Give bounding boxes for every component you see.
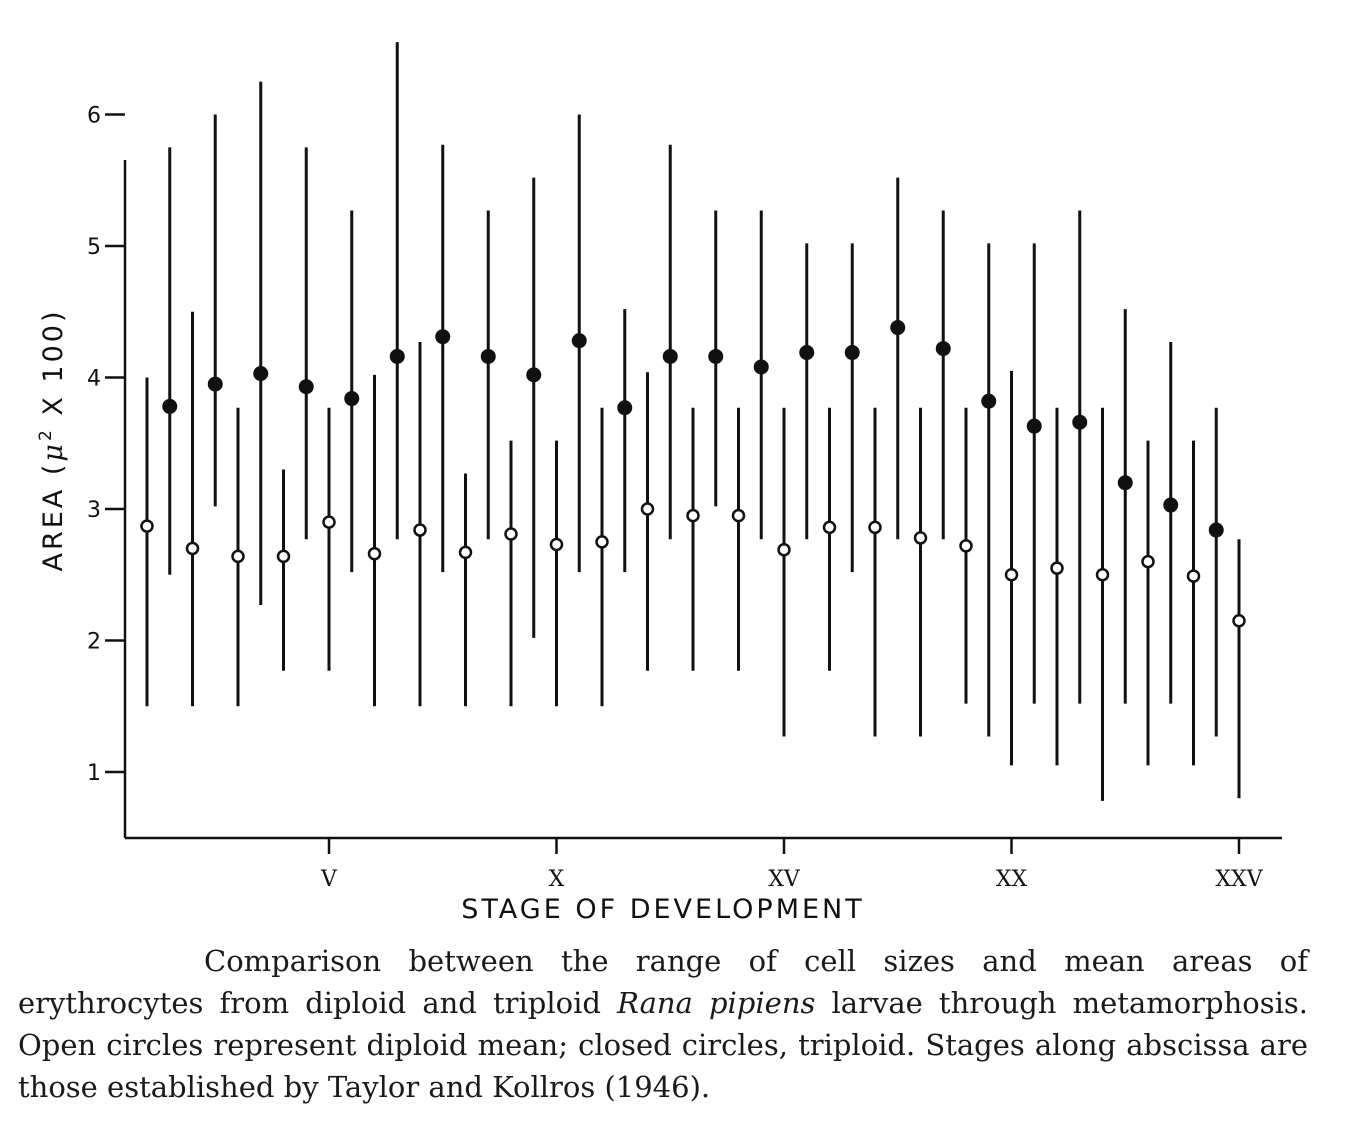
x-tick-label: XV — [768, 867, 801, 892]
diploid-mean-point — [822, 520, 837, 535]
range-bars — [145, 42, 1241, 801]
triploid-mean-point — [1117, 475, 1133, 491]
diploid-mean-point — [458, 545, 473, 560]
diploid-mean-point — [367, 546, 382, 561]
mean-points — [140, 320, 1246, 628]
diploid-mean-point — [1050, 561, 1064, 575]
triploid-mean-point — [1026, 418, 1042, 434]
x-axis-ticks: V X XV XX XXV — [320, 838, 1264, 892]
diploid-mean-point — [1141, 554, 1155, 569]
diploid-mean-point — [504, 527, 518, 541]
triploid-mean-point — [162, 398, 178, 414]
diploid-mean-point — [1186, 569, 1201, 583]
triploid-mean-point — [890, 320, 906, 336]
y-axis-title-mu: μ — [38, 441, 69, 462]
diploid-mean-point — [595, 535, 609, 549]
y-axis-title-prefix: AREA ( — [38, 462, 69, 572]
figure-caption: Comparison between the range of cell siz… — [18, 940, 1308, 1108]
triploid-mean-point — [799, 345, 815, 361]
y-tick-label: 2 — [87, 630, 101, 655]
x-tick-label: XX — [996, 867, 1028, 892]
triploid-mean-point — [571, 333, 587, 349]
triploid-mean-point — [344, 391, 360, 407]
y-tick-label: 1 — [87, 761, 101, 786]
diploid-mean-point — [231, 549, 245, 564]
triploid-mean-point — [935, 341, 951, 357]
y-axis-title: AREA (μ2 X 100) — [36, 308, 69, 571]
triploid-mean-point — [207, 376, 223, 392]
triploid-mean-point — [1208, 522, 1224, 538]
triploid-mean-point — [708, 348, 724, 364]
diploid-mean-point — [413, 523, 427, 537]
diploid-mean-point — [322, 515, 336, 529]
triploid-mean-point — [389, 348, 405, 364]
y-axis-ticks: 1 2 3 4 5 6 — [87, 104, 125, 786]
triploid-mean-point — [662, 348, 678, 364]
triploid-mean-point — [435, 329, 451, 345]
y-axis-title-superscript: 2 — [36, 427, 56, 441]
diploid-mean-point — [731, 508, 746, 523]
triploid-mean-point — [1163, 497, 1179, 513]
x-axis-title: STAGE OF DEVELOPMENT — [461, 894, 865, 925]
caption-text-1: Comparison between the range of cell siz… — [18, 944, 1308, 1020]
diploid-mean-point — [777, 543, 791, 557]
diploid-mean-point — [185, 541, 200, 556]
diploid-mean-point — [1232, 614, 1246, 628]
y-tick-label: 4 — [87, 367, 101, 392]
diploid-mean-point — [549, 537, 564, 552]
triploid-mean-point — [526, 367, 542, 383]
y-tick-label: 6 — [87, 104, 101, 129]
triploid-mean-point — [1072, 414, 1088, 430]
diploid-mean-point — [276, 549, 291, 564]
x-tick-label: V — [320, 867, 338, 892]
diploid-mean-point — [1095, 568, 1110, 582]
diploid-mean-point — [913, 531, 928, 545]
diploid-mean-point — [1004, 568, 1019, 582]
diploid-mean-point — [686, 508, 700, 523]
triploid-mean-point — [298, 379, 314, 395]
diploid-mean-point — [959, 539, 973, 553]
caption-species: Rana pipiens — [617, 986, 816, 1020]
diploid-mean-point — [640, 502, 655, 516]
triploid-mean-point — [981, 393, 997, 409]
y-tick-label: 3 — [87, 498, 101, 523]
triploid-mean-point — [480, 348, 496, 364]
caption-text-2: larvae through metamorphosis. Open circl… — [18, 986, 1309, 1104]
y-axis-title-suffix: X 100) — [38, 308, 69, 427]
triploid-mean-point — [753, 359, 769, 375]
diploid-mean-point — [868, 520, 882, 535]
x-tick-label: XXV — [1215, 867, 1263, 892]
x-tick-label: X — [549, 867, 565, 892]
y-tick-label: 5 — [87, 235, 101, 260]
triploid-mean-point — [844, 345, 860, 361]
diploid-mean-point — [140, 519, 154, 533]
triploid-mean-point — [253, 366, 269, 382]
triploid-mean-point — [617, 400, 633, 416]
